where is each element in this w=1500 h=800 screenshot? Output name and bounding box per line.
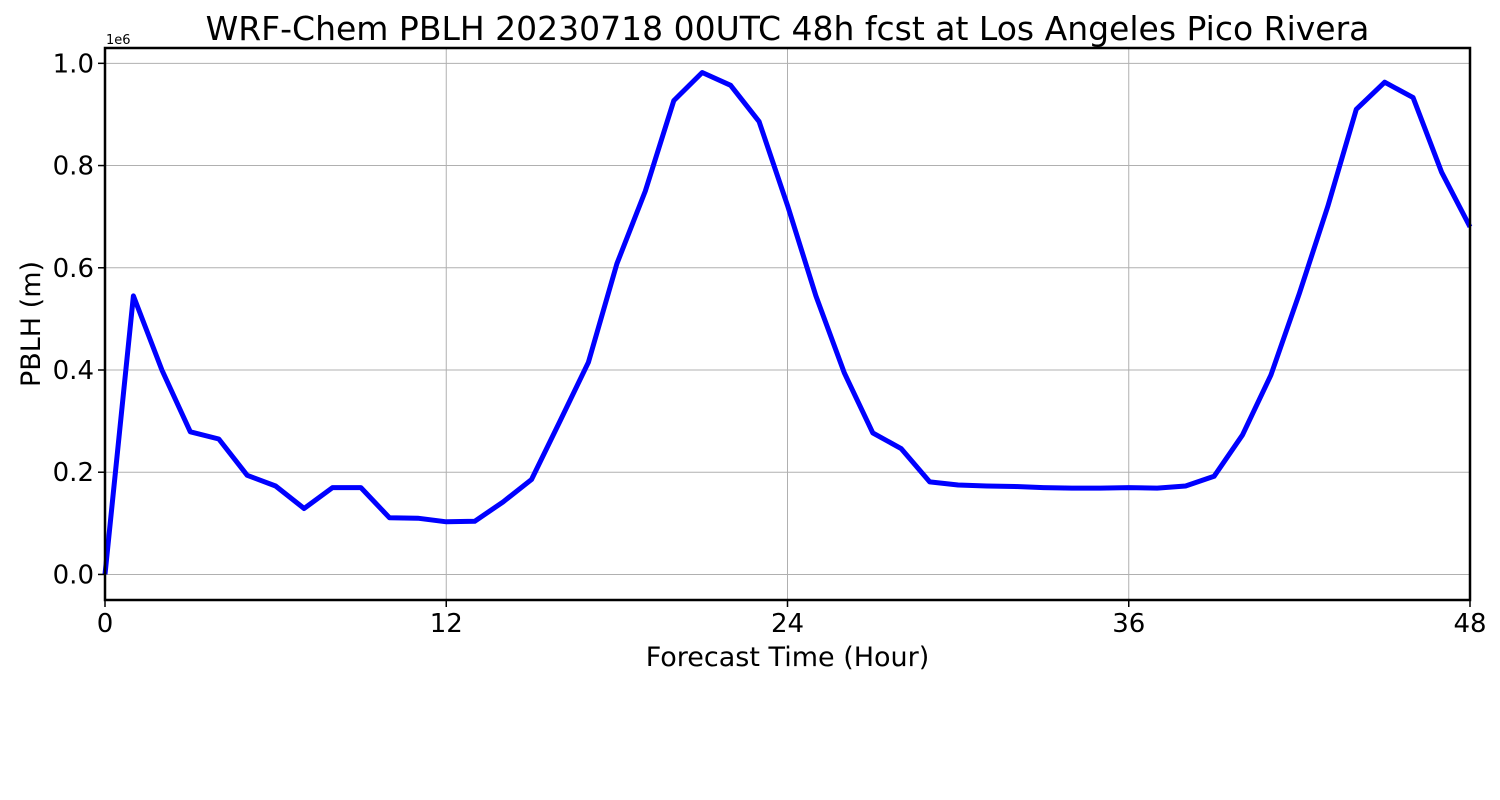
pblh-series-line [102,70,1473,575]
y-axis-ticks: 0.0 0.2 0.4 0.6 0.8 1.0 [53,49,105,590]
chart-title: WRF-Chem PBLH 20230718 00UTC 48h fcst at… [206,9,1370,48]
y-tick-label: 0.6 [53,254,94,284]
y-tick-label: 1.0 [53,49,94,79]
x-tick-label: 48 [1453,609,1486,639]
x-tick-label: 24 [771,609,804,639]
y-tick-label: 0.4 [53,356,94,386]
x-tick-label: 36 [1112,609,1145,639]
x-tick-label: 0 [97,609,114,639]
x-axis-title: Forecast Time (Hour) [646,642,930,673]
x-axis-ticks: 0 12 24 36 48 [97,600,1487,639]
x-tick-label: 12 [430,609,463,639]
plot-area [102,70,1473,575]
y-tick-label: 0.0 [53,560,94,590]
y-tick-label: 0.2 [53,458,94,488]
y-axis-title: PBLH (m) [16,261,47,387]
y-tick-label: 0.8 [53,152,94,182]
y-offset-label: 1e6 [106,33,131,48]
grid-lines [104,48,1471,600]
